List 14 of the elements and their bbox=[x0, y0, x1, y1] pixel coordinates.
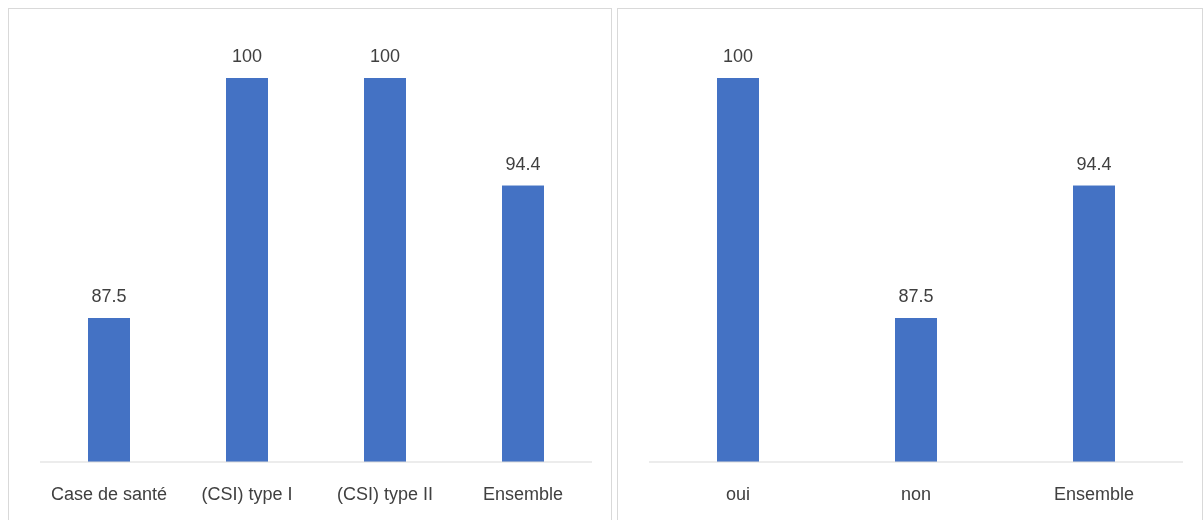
x-tick-label: (CSI) type I bbox=[201, 484, 293, 504]
data-label: 94.4 bbox=[1076, 153, 1112, 174]
x-tick-label: (CSI) type II bbox=[336, 484, 434, 504]
data-label: 100 bbox=[722, 46, 754, 66]
data-label: 100 bbox=[231, 46, 263, 66]
data-label: 87.5 bbox=[898, 286, 934, 306]
data-label: 100 bbox=[369, 46, 401, 66]
x-tick-label: Ensemble bbox=[1053, 484, 1135, 504]
x-tick-label: non bbox=[900, 484, 932, 504]
x-tick-label: oui bbox=[725, 484, 751, 504]
x-tick-label: Ensemble bbox=[482, 484, 564, 504]
x-tick-label: Case de santé bbox=[50, 484, 168, 504]
data-label: 94.4 bbox=[505, 153, 541, 174]
data-label: 87.5 bbox=[91, 286, 127, 306]
